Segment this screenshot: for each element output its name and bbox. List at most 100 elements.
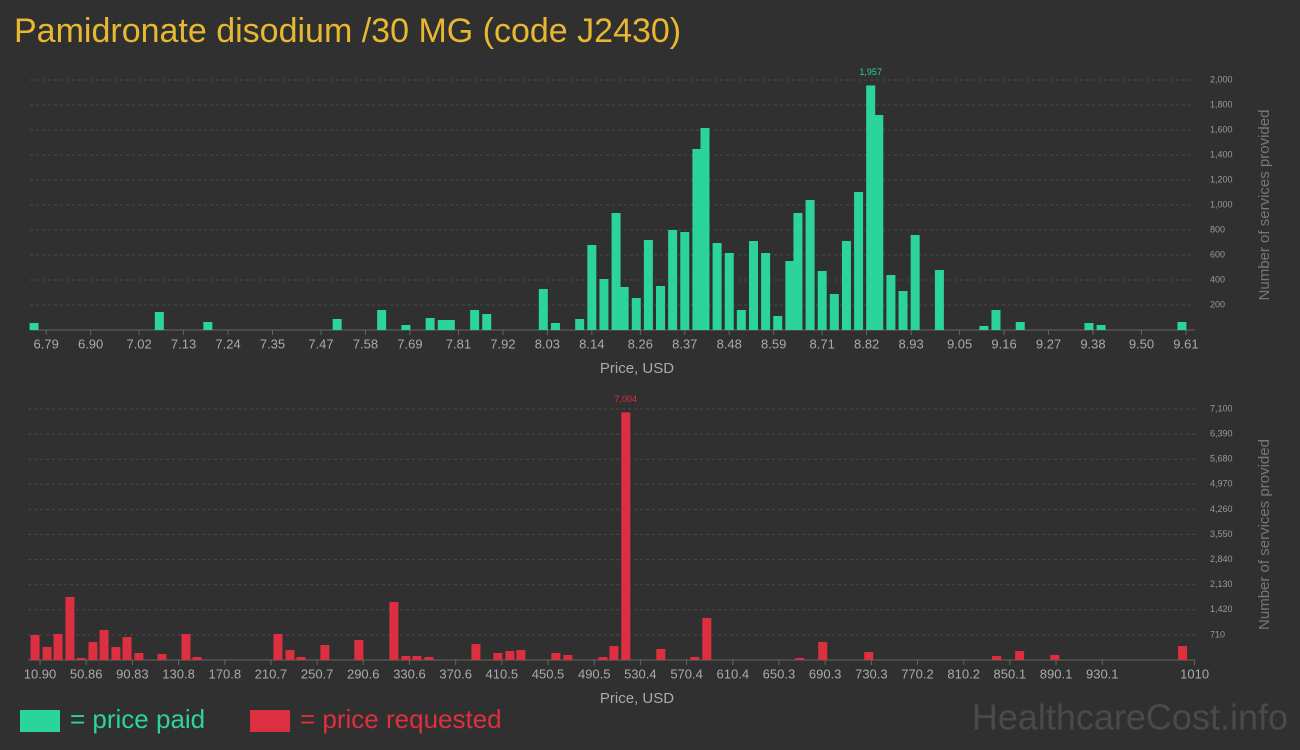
bar <box>898 291 908 330</box>
y-tick-label: 1,200 <box>1210 174 1233 184</box>
y-tick-label: 400 <box>1210 274 1225 284</box>
bar <box>866 85 876 330</box>
bar <box>992 656 1002 660</box>
bar <box>203 322 213 330</box>
bar <box>538 289 548 330</box>
bar <box>53 634 63 660</box>
x-tick-label: 810.2 <box>947 666 980 681</box>
bar <box>505 650 515 660</box>
bar <box>157 653 167 660</box>
bar <box>42 646 52 660</box>
x-tick-label: 9.38 <box>1080 336 1105 351</box>
bar <box>1015 322 1025 330</box>
x-tick-label: 7.92 <box>490 336 515 351</box>
x-tick-label: 8.14 <box>579 336 604 351</box>
x-tick-label: 490.5 <box>578 666 611 681</box>
x-tick-label: 7.47 <box>308 336 333 351</box>
bar <box>785 261 795 330</box>
x-tick-label: 890.1 <box>1040 666 1073 681</box>
x-tick-label: 170.8 <box>209 666 242 681</box>
legend-swatch <box>250 710 290 732</box>
bar <box>692 149 702 330</box>
bar <box>1050 655 1060 660</box>
bar <box>979 326 989 330</box>
watermark: HealthcareCost.info <box>972 697 1288 738</box>
data-label: 7,004 <box>615 394 638 404</box>
y-tick-label: 4,970 <box>1210 479 1233 489</box>
bar <box>320 645 330 660</box>
y-tick-label: 600 <box>1210 249 1225 259</box>
bar <box>192 656 202 660</box>
y-axis-title: Number of services provided <box>1256 110 1273 301</box>
bar <box>690 656 700 660</box>
bar <box>437 320 447 330</box>
y-tick-label: 3,550 <box>1210 529 1233 539</box>
x-tick-label: 9.27 <box>1036 336 1061 351</box>
y-tick-label: 6,390 <box>1210 428 1233 438</box>
x-tick-label: 290.6 <box>347 666 380 681</box>
bar <box>424 656 434 660</box>
bar <box>991 310 1001 330</box>
bar <box>412 656 422 660</box>
x-tick-label: 7.81 <box>446 336 471 351</box>
x-tick-label: 770.2 <box>901 666 934 681</box>
bar <box>1177 322 1187 330</box>
bar <box>285 649 295 660</box>
x-tick-label: 7.58 <box>353 336 378 351</box>
data-label: 1,957 <box>859 67 882 77</box>
bar <box>181 634 191 660</box>
bar <box>773 316 783 330</box>
x-tick-label: 9.61 <box>1173 336 1198 351</box>
bar <box>1096 325 1106 330</box>
x-tick-label: 130.8 <box>162 666 195 681</box>
x-tick-label: 850.1 <box>994 666 1027 681</box>
y-tick-label: 5,680 <box>1210 454 1233 464</box>
y-tick-label: 710 <box>1210 629 1225 639</box>
x-tick-label: 9.05 <box>947 336 972 351</box>
y-tick-label: 2,130 <box>1210 579 1233 589</box>
x-tick-label: 7.69 <box>397 336 422 351</box>
x-tick-label: 330.6 <box>393 666 426 681</box>
bar <box>332 319 342 330</box>
bar <box>702 618 712 660</box>
x-tick-label: 370.6 <box>439 666 472 681</box>
x-tick-label: 530.4 <box>624 666 657 681</box>
bar <box>748 241 758 330</box>
bar <box>817 271 827 330</box>
bar <box>841 241 851 330</box>
x-tick-label: 210.7 <box>255 666 288 681</box>
x-tick-label: 8.26 <box>628 336 653 351</box>
x-tick-label: 8.93 <box>898 336 923 351</box>
bar <box>874 115 884 330</box>
bar <box>470 310 480 330</box>
bar <box>1015 650 1025 660</box>
bar <box>656 286 666 330</box>
bar <box>99 629 109 660</box>
x-tick-label: 8.37 <box>672 336 697 351</box>
bar <box>122 636 132 660</box>
x-tick-label: 690.3 <box>809 666 842 681</box>
x-tick-label: 8.82 <box>854 336 879 351</box>
bar <box>795 657 805 660</box>
bar <box>111 646 121 660</box>
bar <box>621 412 631 660</box>
bar <box>598 656 608 660</box>
bar <box>296 656 306 660</box>
x-tick-label: 570.4 <box>670 666 703 681</box>
x-tick-label: 6.90 <box>78 336 103 351</box>
x-tick-label: 8.03 <box>535 336 560 351</box>
x-tick-label: 1010 <box>1180 666 1209 681</box>
bar <box>712 243 722 330</box>
bar <box>389 601 399 660</box>
bar <box>154 312 164 330</box>
x-tick-label: 610.4 <box>717 666 750 681</box>
legend-swatch <box>20 710 60 732</box>
bar <box>401 656 411 660</box>
bar <box>934 270 944 330</box>
y-tick-label: 7,100 <box>1210 403 1233 413</box>
bar <box>656 649 666 660</box>
bar <box>425 318 435 330</box>
